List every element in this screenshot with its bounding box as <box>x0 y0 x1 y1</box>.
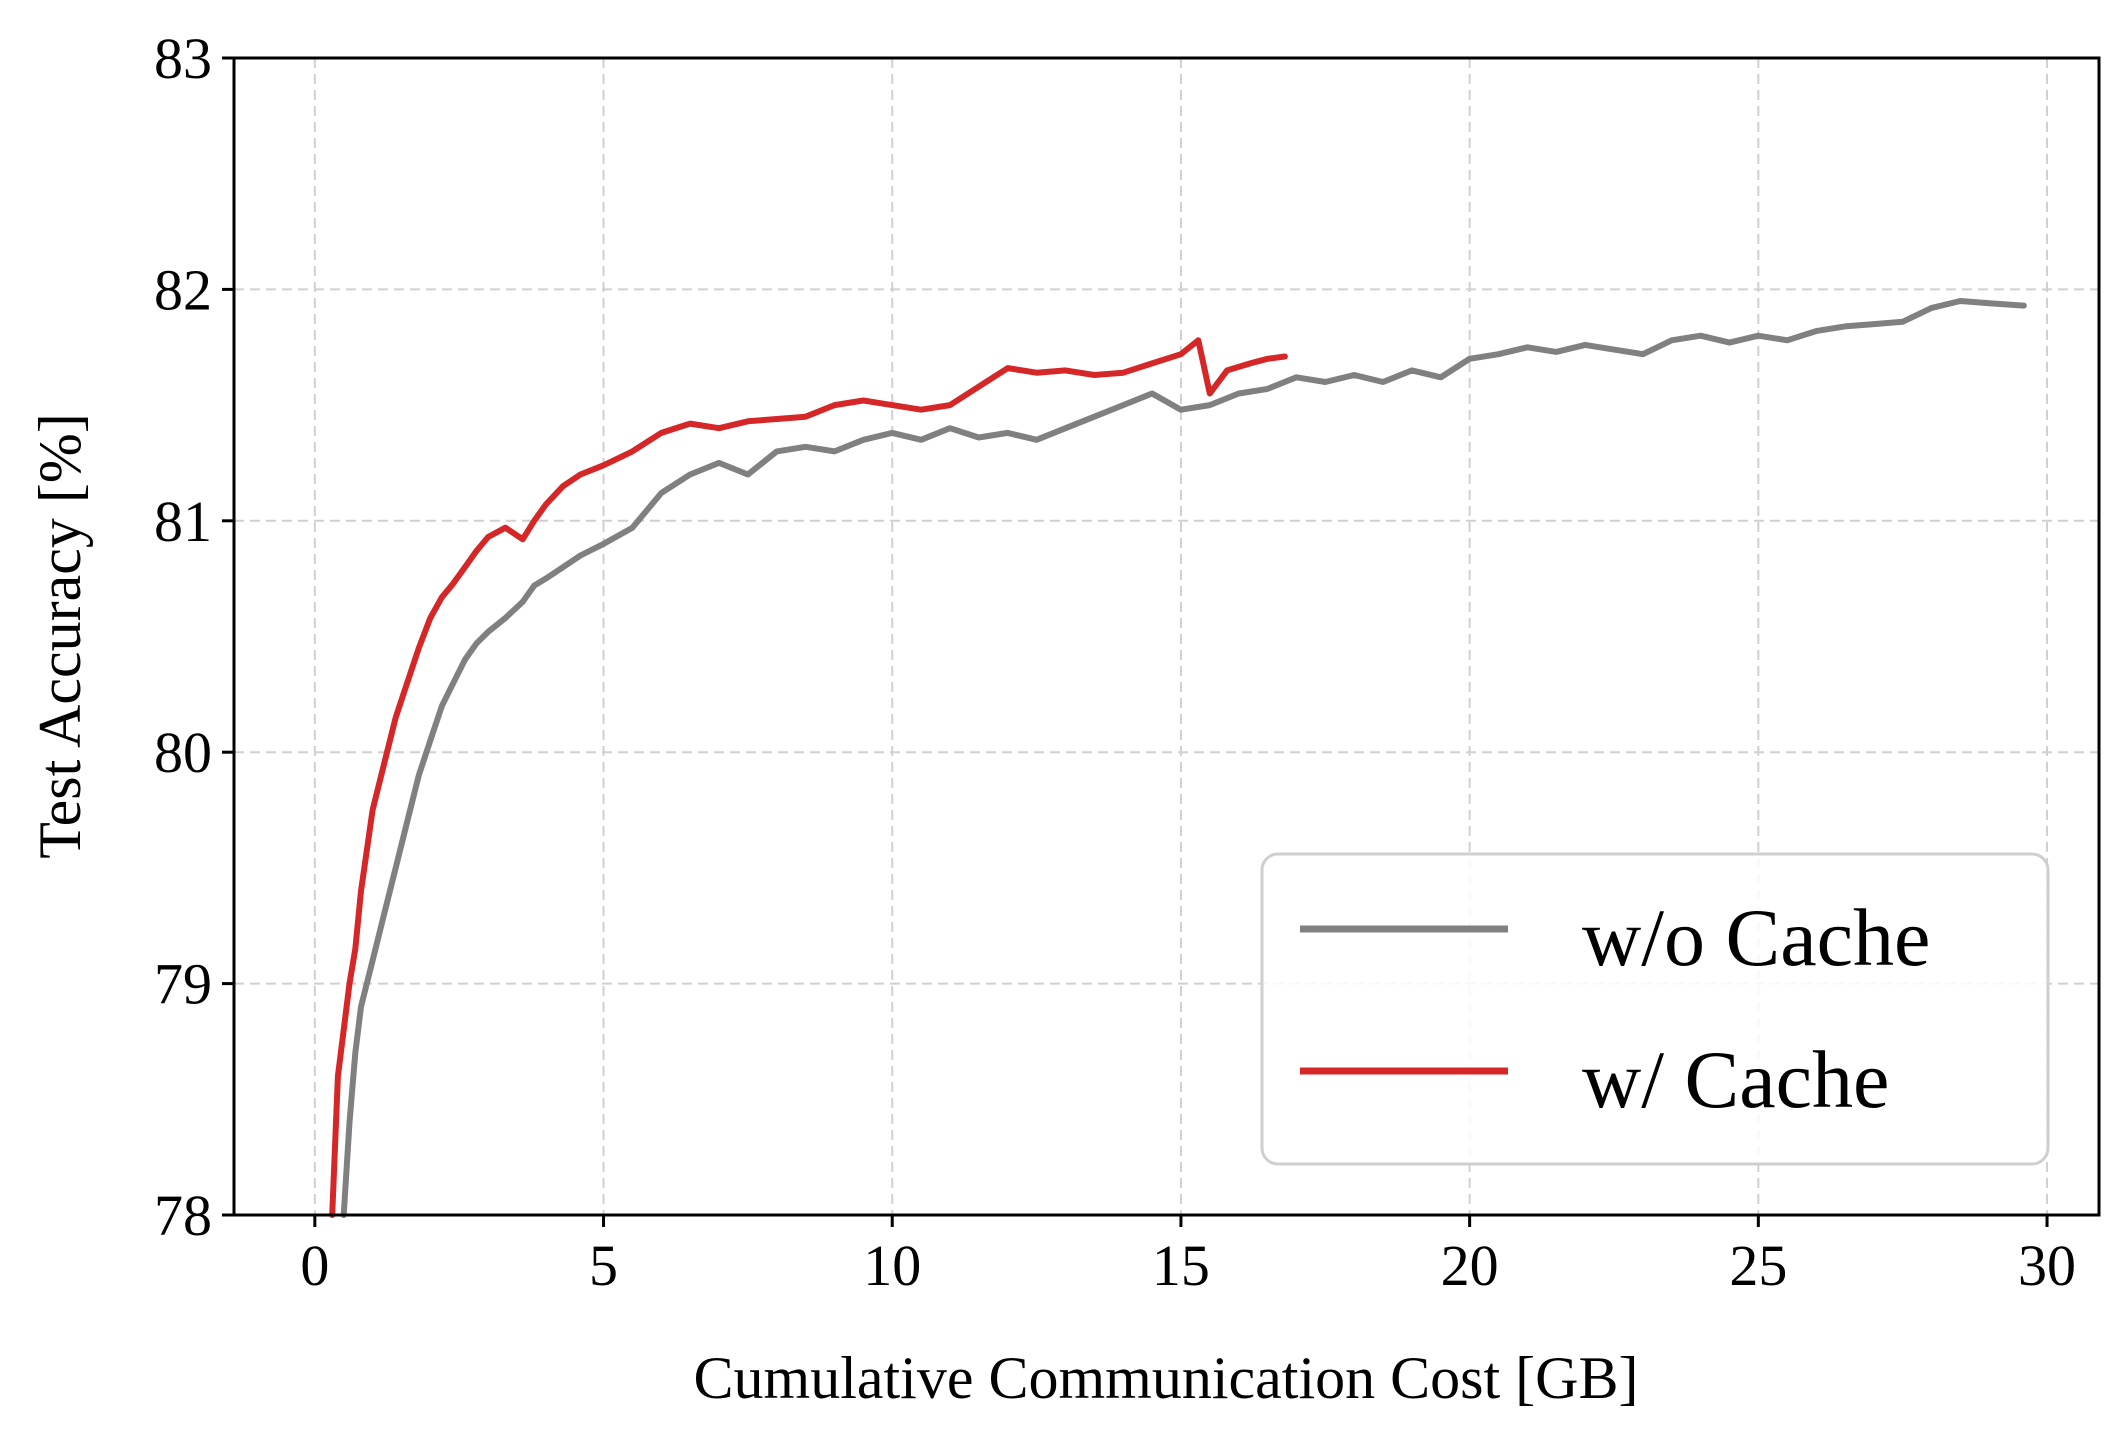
x-tick-label: 25 <box>1729 1233 1787 1298</box>
plot-frame <box>232 56 2101 1217</box>
ticks: 0 5 10 15 20 25 30 78 79 80 81 82 83 <box>154 26 2076 1298</box>
x-tick-label: 20 <box>1441 1233 1499 1298</box>
legend-label-w-cache: w/ Cache <box>1582 1034 1889 1125</box>
x-tick-label: 15 <box>1152 1233 1210 1298</box>
series-layer <box>329 298 2027 1218</box>
y-tick-label: 80 <box>154 720 212 785</box>
series-line-w-cache <box>329 337 1288 1218</box>
legend: w/o Cache w/ Cache <box>1260 852 2050 1166</box>
y-axis-label: Test Accuracy [%] <box>27 413 93 859</box>
y-tick-label: 82 <box>154 257 212 322</box>
series-line-w-o-cache <box>340 298 2027 1218</box>
y-tick-label: 83 <box>154 26 212 91</box>
x-tick-label: 0 <box>300 1233 329 1298</box>
legend-label-wo-cache: w/o Cache <box>1582 892 1930 983</box>
x-tick-label: 30 <box>2018 1233 2076 1298</box>
y-tick-label: 79 <box>154 952 212 1017</box>
y-tick-label: 81 <box>154 489 212 554</box>
x-axis-label: Cumulative Communication Cost [GB] <box>694 1345 1639 1411</box>
x-tick-label: 10 <box>863 1233 921 1298</box>
y-tick-label: 78 <box>154 1183 212 1248</box>
x-tick-label: 5 <box>589 1233 618 1298</box>
